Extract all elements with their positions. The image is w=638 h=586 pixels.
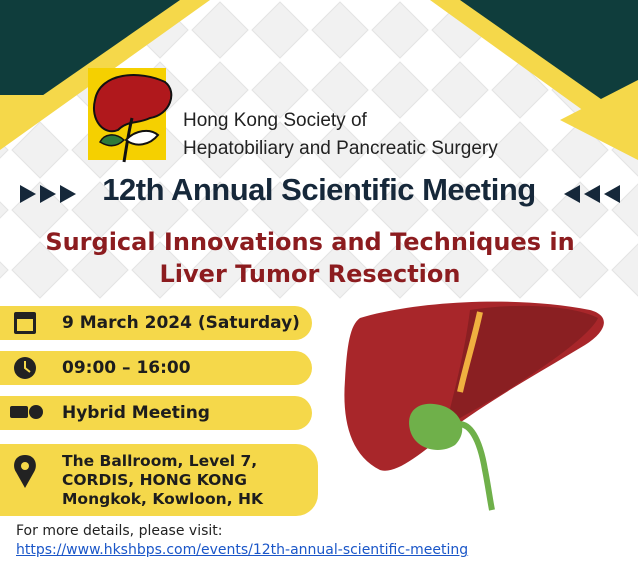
meeting-title: 12th Annual Scientific Meeting <box>102 172 536 207</box>
venue-line: Mongkok, Kowloon, HK <box>62 490 263 508</box>
footer-link[interactable]: https://www.hkshbps.com/events/12th-annu… <box>16 542 469 558</box>
org-name: Hepatobiliary and Pancreatic Surgery <box>183 138 498 159</box>
venue: The Ballroom, Level 7, CORDIS, HONG KONG… <box>62 452 263 509</box>
format-pill <box>0 396 312 430</box>
arrows <box>20 185 620 203</box>
liver-illustration <box>344 301 604 511</box>
time-pill <box>0 351 312 385</box>
date-pill <box>0 306 312 340</box>
venue-pill <box>0 444 318 516</box>
logo <box>88 68 173 163</box>
time: 09:00 – 16:00 <box>62 358 191 378</box>
icon-layer <box>10 312 43 488</box>
footer-text: For more details, please visit: <box>16 523 223 539</box>
subtitle: Surgical Innovations and Techniques in <box>45 228 575 256</box>
format: Hybrid Meeting <box>62 403 210 423</box>
venue-line: CORDIS, HONG KONG <box>62 471 247 489</box>
date: 9 March 2024 (Saturday) <box>62 313 300 333</box>
subtitle: Liver Tumor Resection <box>159 260 461 288</box>
venue-line: The Ballroom, Level 7, <box>62 452 258 470</box>
org-name: Hong Kong Society of <box>183 110 367 131</box>
